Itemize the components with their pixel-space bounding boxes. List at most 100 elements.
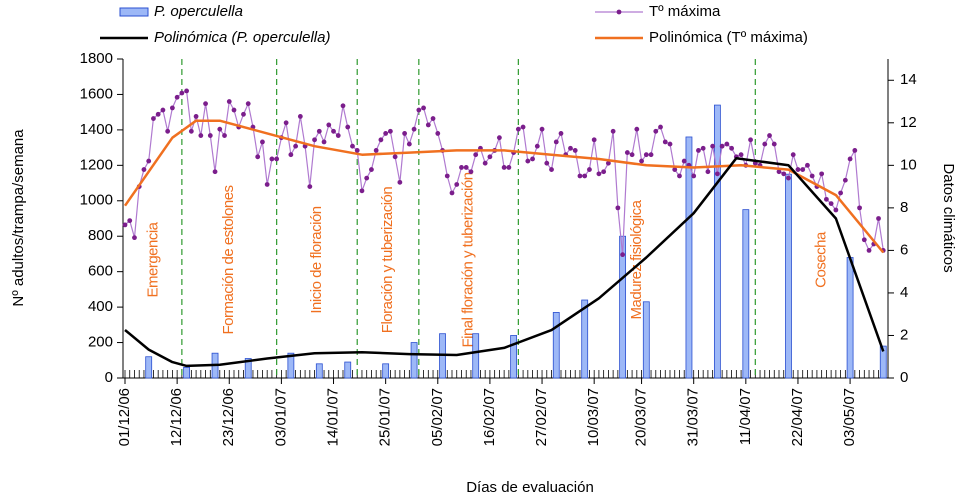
- point: [539, 126, 545, 132]
- point: [786, 175, 791, 181]
- point: [326, 122, 332, 128]
- point: [174, 94, 180, 100]
- point: [847, 156, 853, 162]
- bar: [879, 345, 887, 379]
- y2-axis-title: Datos climáticos: [940, 163, 957, 272]
- y-tick-label: 1200: [80, 156, 113, 173]
- point: [184, 88, 190, 94]
- point: [264, 182, 270, 187]
- y2-tick-label: 8: [900, 199, 908, 216]
- legend-label: Polinómica (P. operculella): [154, 29, 330, 46]
- x-tick-label: 01/12/06: [116, 388, 133, 446]
- point: [724, 141, 730, 147]
- legend-label: Tº máxima: [649, 3, 721, 20]
- x-tick-label: 22/04/07: [789, 388, 806, 446]
- point: [700, 145, 706, 151]
- point: [160, 107, 166, 113]
- bar: [619, 235, 627, 379]
- bar: [410, 342, 418, 379]
- point: [520, 124, 526, 130]
- legend-marker: [616, 9, 622, 15]
- point: [340, 103, 346, 109]
- y-tick-label: 0: [105, 369, 113, 386]
- point: [634, 126, 640, 132]
- point: [866, 248, 872, 253]
- y2-tick-label: 12: [900, 114, 917, 131]
- point: [335, 133, 341, 138]
- point: [544, 160, 550, 166]
- y2-tick-label: 2: [900, 326, 908, 343]
- y-tick-label: 400: [88, 298, 113, 315]
- point: [217, 126, 223, 132]
- point: [416, 107, 422, 113]
- phase-label: Emergencia: [144, 221, 161, 297]
- bar: [344, 361, 352, 379]
- point: [572, 148, 578, 153]
- point: [449, 190, 455, 196]
- point: [629, 152, 635, 158]
- point: [411, 126, 417, 132]
- point: [169, 105, 175, 111]
- point: [596, 171, 602, 177]
- y-tick-label: 1000: [80, 192, 113, 209]
- y2-tick-label: 6: [900, 241, 908, 258]
- x-axis-title: Días de evaluación: [466, 479, 594, 496]
- point: [188, 128, 194, 134]
- point: [496, 135, 502, 141]
- point: [293, 143, 299, 149]
- point: [425, 122, 431, 128]
- bar: [287, 352, 295, 379]
- point: [605, 160, 611, 166]
- point: [667, 141, 673, 147]
- point: [321, 139, 327, 145]
- x-tick-label: 03/05/07: [841, 388, 858, 446]
- point: [515, 126, 521, 132]
- x-tick-label: 14/01/07: [324, 388, 341, 446]
- point: [530, 156, 535, 162]
- point: [805, 162, 810, 168]
- point: [255, 154, 261, 160]
- bar: [785, 173, 792, 379]
- point: [639, 158, 644, 164]
- y2-tick-label: 10: [900, 156, 917, 173]
- point: [610, 128, 616, 134]
- y-axis-title: Nº adultos/trampa/semana: [10, 129, 27, 307]
- point: [283, 120, 289, 126]
- y2-tick-label: 0: [900, 369, 908, 386]
- point: [364, 175, 370, 181]
- y-tick-label: 1400: [80, 121, 113, 138]
- x-tick-label: 11/04/07: [737, 388, 754, 445]
- bar: [472, 333, 480, 379]
- bar: [713, 104, 721, 379]
- point: [710, 143, 716, 149]
- point: [260, 139, 265, 145]
- point: [558, 131, 564, 136]
- phase-label: Floración y tuberización: [379, 187, 396, 334]
- point: [378, 137, 384, 143]
- point: [833, 207, 839, 213]
- bar: [183, 366, 191, 379]
- point: [402, 131, 408, 136]
- y-tick-label: 600: [88, 263, 113, 280]
- x-tick-label: 16/02/07: [481, 388, 498, 446]
- point: [435, 131, 441, 136]
- point: [207, 133, 213, 138]
- point: [226, 99, 232, 104]
- point: [615, 205, 621, 211]
- point: [383, 131, 389, 136]
- phase-label: Inicio de floración: [308, 206, 325, 313]
- point: [719, 143, 725, 149]
- point: [373, 148, 379, 153]
- point: [297, 114, 303, 119]
- point: [350, 143, 355, 149]
- point: [501, 165, 507, 170]
- point: [132, 235, 137, 241]
- point: [852, 148, 858, 153]
- bar: [145, 356, 153, 379]
- point: [288, 152, 294, 158]
- point: [392, 154, 398, 160]
- bar: [685, 136, 693, 379]
- point: [307, 184, 313, 190]
- point: [842, 177, 848, 183]
- point: [549, 167, 554, 172]
